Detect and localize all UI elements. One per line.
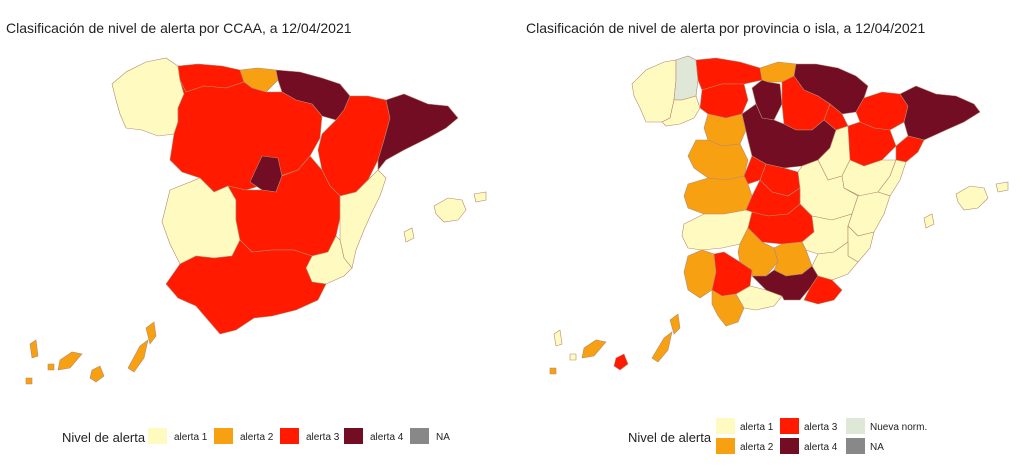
province-tarragona: [895, 135, 925, 163]
province-cataluna-north: [899, 85, 981, 141]
province-map: [549, 55, 1009, 375]
province-ibiza: [923, 213, 935, 229]
region-aragon: [317, 95, 391, 197]
province-lanzarote: [669, 313, 681, 335]
ccaa-legend-title: Nivel de alerta: [62, 430, 146, 445]
region-cataluna: [377, 93, 459, 171]
region-andalucia: [165, 239, 327, 335]
ccaa-map-panel: Clasificación de nivel de alerta por CCA…: [6, 20, 487, 445]
region-menorca: [473, 191, 487, 203]
ccaa-legend-swatch-3: [280, 428, 299, 444]
province-la-gomera: [569, 353, 577, 361]
region-mallorca: [433, 197, 467, 223]
province-menorca: [995, 181, 1009, 193]
province-almeria: [803, 275, 843, 305]
province-asturias: [695, 57, 763, 91]
region-fuerteventura: [127, 339, 149, 373]
ccaa-legend-swatch-4: [344, 428, 363, 444]
province-legend-swatch-3: [780, 418, 799, 434]
region-galicia: [111, 57, 185, 137]
province-ourense: [661, 95, 701, 127]
ccaa-legend-label-3: alerta 3: [306, 432, 340, 443]
region-gran-canaria: [89, 365, 105, 383]
ccaa-legend-swatch-2: [214, 428, 233, 444]
region-ibiza: [403, 227, 415, 243]
province-legend-label-na: NA: [870, 442, 884, 453]
province-legend-label-2: alerta 2: [740, 442, 774, 453]
ccaa-legend-label-1: alerta 1: [174, 432, 208, 443]
ccaa-legend-label-4: alerta 4: [370, 432, 404, 443]
province-legend-title: Nivel de alerta: [628, 430, 712, 445]
ccaa-map: [25, 57, 487, 385]
region-extremadura: [161, 177, 241, 265]
province-legend-label-1: alerta 1: [740, 422, 774, 433]
ccaa-map-title: Clasificación de nivel de alerta por CCA…: [6, 20, 352, 36]
ccaa-legend-label-2: alerta 2: [240, 432, 274, 443]
province-map-panel: Clasificación de nivel de alerta por pro…: [512, 0, 1024, 466]
province-legend-swatch-na: [846, 438, 865, 454]
province-leon: [699, 83, 749, 119]
province-galicia-west: [631, 59, 677, 123]
region-la-palma: [29, 339, 39, 359]
province-map-title: Clasificación de nivel de alerta por pro…: [526, 20, 926, 36]
province-fuerteventura: [651, 331, 673, 363]
ccaa-legend-swatch-na: [410, 428, 429, 444]
ccaa-legend-swatch-1: [148, 428, 167, 444]
province-lugo: [673, 55, 699, 101]
province-el-hierro: [549, 367, 557, 375]
province-legend-label-4: alerta 4: [804, 442, 838, 453]
province-legend-swatch-1: [716, 418, 735, 434]
province-cadiz: [711, 289, 745, 327]
province-huelva: [683, 249, 717, 299]
province-la-palma: [553, 329, 563, 347]
province-legend-swatch-nueva: [846, 418, 865, 434]
province-mallorca: [955, 185, 989, 211]
region-la-gomera: [47, 363, 55, 371]
region-el-hierro: [25, 377, 33, 385]
province-huesca: [855, 91, 909, 131]
province-legend-label-3: alerta 3: [804, 422, 838, 433]
province-tenerife: [581, 339, 607, 359]
region-tenerife: [57, 351, 83, 371]
province-legend-label-nueva: Nueva norm.: [870, 422, 928, 433]
province-salamanca: [687, 139, 749, 181]
province-caceres: [683, 175, 753, 215]
province-legend-swatch-4: [780, 438, 799, 454]
region-lanzarote: [145, 321, 157, 345]
ccaa-legend-label-na: NA: [436, 432, 450, 443]
province-legend-swatch-2: [716, 438, 735, 454]
province-gran-canaria: [613, 353, 629, 371]
